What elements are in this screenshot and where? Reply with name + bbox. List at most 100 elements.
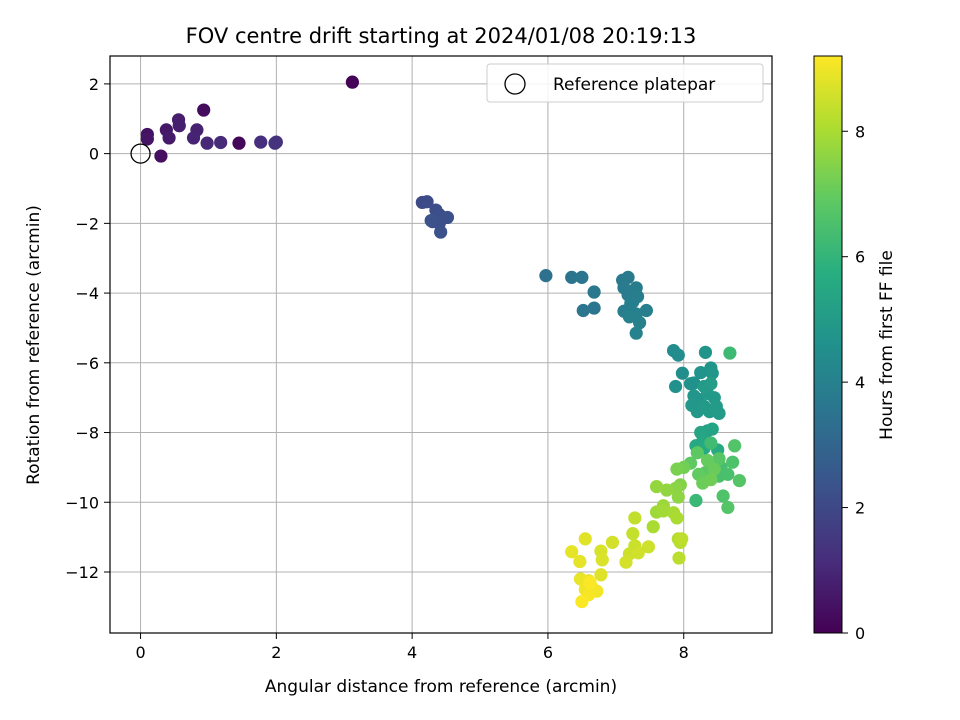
data-point [539,269,553,283]
colorbar-tick-label: 4 [855,373,865,392]
data-point [704,472,718,487]
data-point [690,446,704,460]
data-point [656,504,670,518]
data-point [172,119,186,133]
y-tick-label: −10 [65,493,99,512]
legend-reference-marker [504,73,526,95]
data-point [197,103,211,117]
data-point [619,555,633,569]
data-point [186,131,201,145]
data-point [583,575,597,590]
colorbar-tick-label: 8 [855,122,865,141]
y-tick-label: −4 [75,284,99,303]
data-point [622,310,637,324]
data-point [689,493,703,508]
data-point [707,462,721,476]
data-point [649,479,664,494]
x-axis: 0 2 4 6 8 [135,633,689,662]
y-tick-label: −8 [75,424,99,443]
data-point [633,316,647,330]
y-axis: 2 0 −2 −4 −6 −8 −10 −12 [65,75,110,582]
data-point [732,474,747,488]
data-point [629,326,643,340]
data-point [672,551,686,565]
data-point [575,595,589,609]
legend-label: Reference platepar [553,75,715,95]
data-point [712,452,726,466]
y-tick-label: 2 [89,75,99,94]
data-point [668,379,683,394]
data-point [721,500,735,515]
data-point [573,554,587,569]
reference-marker-layer [130,143,151,164]
colorbar-tick-label: 6 [855,248,865,267]
data-point [726,455,740,469]
data-point [269,135,283,149]
data-point [254,135,268,149]
data-point [624,296,638,311]
data-point [576,303,590,318]
x-tick-label: 4 [407,643,417,662]
y-tick-label: −2 [75,214,99,233]
data-point [232,136,246,150]
colorbar: 0 2 4 6 8 Hours from first FF file [813,55,897,643]
reference-platepar-marker [130,143,151,164]
y-tick-label: −6 [75,354,99,373]
data-point [671,490,685,504]
data-point [595,553,609,567]
data-point [646,520,660,534]
data-point [671,348,685,362]
data-point [214,135,228,150]
x-tick-label: 0 [135,643,145,662]
data-point [660,483,674,497]
data-point [705,366,719,380]
data-point [675,532,689,546]
x-tick-label: 6 [543,643,553,662]
plot-frame [109,55,773,634]
data-point [587,285,601,299]
data-point [628,511,642,525]
data-point [578,532,592,546]
data-point [420,195,434,209]
x-tick-label: 8 [679,643,689,662]
data-point [594,568,608,582]
colorbar-gradient [813,55,843,634]
data-point [728,439,742,453]
data-point [587,301,601,315]
data-points [140,75,747,609]
data-point [721,467,735,481]
chart-title: FOV centre drift starting at 2024/01/08 … [186,24,697,48]
colorbar-label: Hours from first FF file [877,250,897,440]
data-point [575,270,589,284]
data-point [716,489,730,503]
data-point [723,346,737,360]
data-point [694,365,708,380]
data-point [641,540,656,554]
data-point [162,131,176,145]
legend: Reference platepar [486,63,764,103]
colorbar-tick-label: 2 [855,499,865,518]
data-point [605,535,620,549]
data-point [154,149,168,163]
data-point [631,546,645,560]
data-point [670,511,684,525]
y-axis-label: Rotation from reference (arcmin) [24,205,44,485]
y-tick-label: −12 [65,563,99,582]
grid [110,56,772,633]
data-point [704,436,718,450]
data-point [675,366,689,380]
data-point [424,213,438,228]
data-point [670,462,684,476]
data-point [626,527,640,541]
data-point [698,345,713,359]
data-point [621,270,635,284]
data-point [639,303,653,318]
x-axis-label: Angular distance from reference (arcmin) [265,677,617,697]
data-point [712,406,726,420]
colorbar-ticks: 0 2 4 6 8 [842,122,865,643]
y-tick-label: 0 [89,145,99,164]
data-point [565,270,579,284]
data-point [200,136,214,150]
data-point [705,422,719,436]
